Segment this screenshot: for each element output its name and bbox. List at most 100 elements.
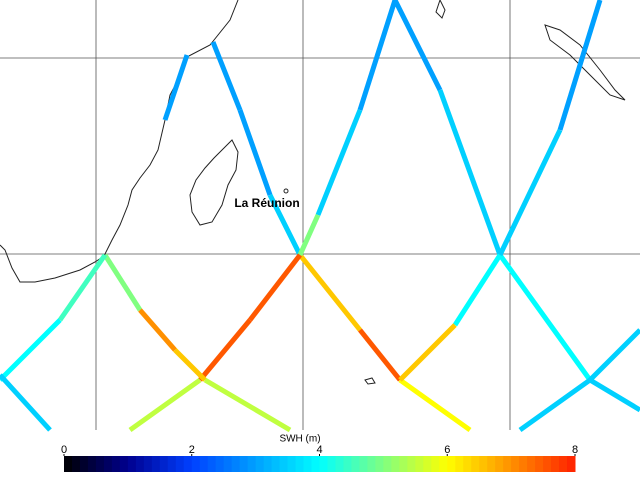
track-segment [497,253,593,382]
track-segment [102,253,143,312]
track-segment [392,0,443,92]
colorbar-cell [391,456,400,472]
place-label: La Réunion [234,196,299,210]
colorbar-cell [375,456,384,472]
track-segment [198,318,252,382]
colorbar-cell [519,456,528,472]
colorbar-cell [255,456,265,472]
colorbar-cell [87,456,97,472]
island [435,0,446,19]
track-segment [203,377,292,433]
colorbar-cell [279,456,289,472]
sumatra [544,24,626,101]
colorbar-cell [527,456,536,472]
colorbar-cell [503,456,512,472]
colorbar-cell [135,456,145,472]
colorbar-cell [199,456,209,472]
colorbar-cell [167,456,177,472]
colorbar-tick-label: 6 [444,444,450,456]
colorbar-cell [215,456,225,472]
track-segment [358,328,402,382]
colorbar-cell [175,456,185,472]
colorbar-cell [159,456,169,472]
island [364,377,376,385]
colorbar-tick-label: 8 [572,444,578,456]
colorbar-cell [423,456,432,472]
colorbar-cell [439,456,448,472]
track-segment [237,109,273,196]
colorbar-cell [239,456,249,472]
colorbar-cell [151,456,161,472]
colorbar-tick-label: 4 [316,444,322,456]
colorbar-cell [551,456,560,472]
colorbar-cell [479,456,488,472]
colorbar-cell [287,456,297,472]
colorbar-cell [335,456,344,472]
colorbar-cell [399,456,408,472]
colorbar-cell [487,456,496,472]
track-segment [398,377,472,433]
colorbar-cell [383,456,392,472]
colorbar-cell [407,456,416,472]
colorbar-cell [567,456,576,472]
track-segment [173,348,207,382]
track-segment [248,253,302,322]
colorbar-cell [327,456,336,472]
colorbar-cell [359,456,368,472]
colorbar-cell [231,456,241,472]
colorbar-cell [79,456,89,472]
track-segment [452,253,503,327]
tracks [0,0,640,433]
colorbar-cell [191,456,201,472]
colorbar-cell [511,456,520,472]
colorbar-cell [71,456,81,472]
colorbar-cell [271,456,281,472]
colorbar-cell [295,456,305,472]
track-segment [557,0,603,131]
colorbar-label: SWH (m) [279,434,320,445]
track-segment [162,54,190,121]
track-segment [357,0,398,111]
madagascar [189,139,239,226]
colorbar-cell [535,456,544,472]
colorbar-cell [143,456,153,472]
colorbar-cell [127,456,137,472]
colorbar-cell [103,456,113,472]
colorbar-cell [223,456,233,472]
colorbar-cell [95,456,105,472]
track-segment [315,109,363,216]
track-segment [298,253,362,332]
africa-coast [0,0,239,283]
track-segment [210,41,243,111]
track-segment [0,318,62,382]
track-segment [588,328,640,382]
colorbar-cell [543,456,552,472]
track-segment [518,377,592,433]
track-segment [497,128,563,257]
colorbar-cell [183,456,193,472]
colorbar-cell [455,456,464,472]
track-segment [267,193,303,257]
colorbar-cell [367,456,376,472]
colorbar-cell [415,456,424,472]
colorbar-cell [431,456,440,472]
track-segment [57,253,108,322]
colorbar-cell [343,456,352,472]
track-segment [138,308,177,352]
colorbar-cell [64,456,73,472]
colorbar-cell [119,456,129,472]
colorbar-cell [351,456,360,472]
track-segment [437,89,503,256]
colorbar-tick-label: 2 [189,444,195,456]
colorbar-cell [471,456,480,472]
colorbar-cell [247,456,257,472]
colorbar-cell [559,456,568,472]
colorbar-cell [303,456,313,472]
colorbar-cell [319,456,328,472]
island [283,188,289,194]
colorbar-cell [111,456,121,472]
colorbar: 0 2 4 6 8 [61,444,578,472]
track-segment [398,323,457,382]
colorbar-cell [463,456,472,472]
